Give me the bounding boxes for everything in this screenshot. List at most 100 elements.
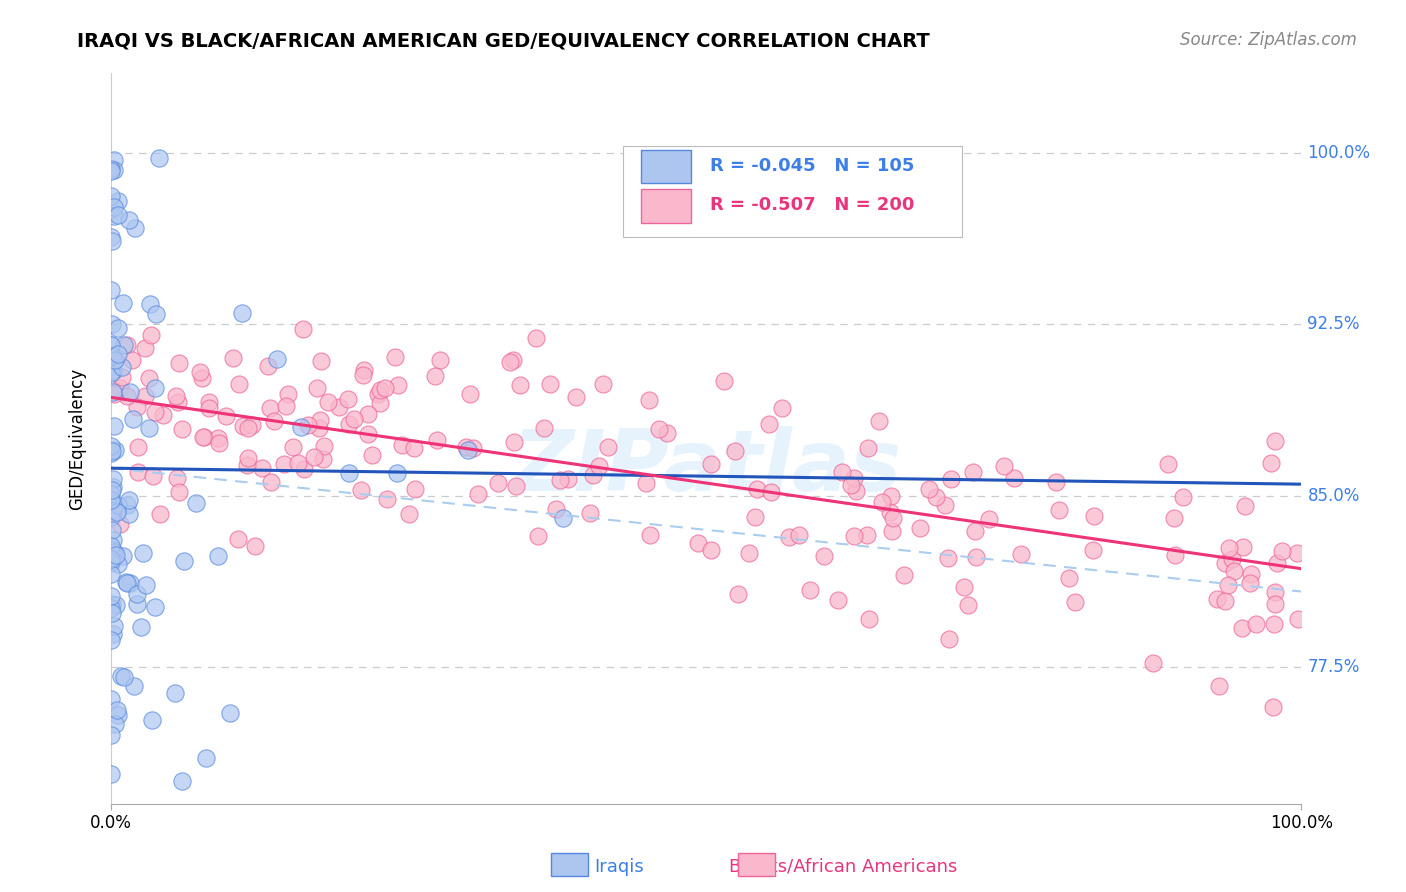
Point <box>235 458 257 472</box>
Point <box>110 517 132 532</box>
Point <box>404 482 426 496</box>
Point <box>700 458 723 472</box>
Point <box>502 435 524 450</box>
Point <box>101 384 124 399</box>
Point <box>880 524 903 539</box>
Point <box>582 467 605 482</box>
Point <box>918 482 941 496</box>
Point <box>145 307 167 321</box>
Point <box>312 452 335 467</box>
Point <box>357 407 380 421</box>
Point <box>250 461 273 475</box>
Text: R = -0.507   N = 200: R = -0.507 N = 200 <box>710 196 914 214</box>
Point <box>1244 616 1267 631</box>
Point <box>454 440 477 454</box>
Point <box>499 354 522 368</box>
Point <box>100 555 122 569</box>
Point <box>353 363 375 377</box>
Point <box>134 388 156 402</box>
Text: 85.0%: 85.0% <box>1308 487 1360 505</box>
Point <box>143 599 166 614</box>
Point <box>564 390 586 404</box>
Point <box>103 472 125 486</box>
Point <box>103 619 125 633</box>
Point <box>1271 544 1294 558</box>
Point <box>292 461 315 475</box>
FancyBboxPatch shape <box>641 150 690 184</box>
Point <box>218 706 240 720</box>
Point <box>100 540 122 554</box>
Point <box>104 442 127 457</box>
Point <box>1081 543 1104 558</box>
Point <box>107 208 129 222</box>
Point <box>1264 597 1286 611</box>
Point <box>100 338 122 352</box>
Point <box>100 283 122 297</box>
Point <box>107 347 129 361</box>
Point <box>387 377 409 392</box>
Point <box>259 401 281 415</box>
Point <box>111 370 134 384</box>
Point <box>260 475 283 489</box>
Text: GED/Equivalency: GED/Equivalency <box>69 368 86 509</box>
Text: Source: ZipAtlas.com: Source: ZipAtlas.com <box>1180 31 1357 49</box>
Point <box>148 151 170 165</box>
Point <box>1286 546 1309 560</box>
Point <box>1063 595 1085 609</box>
Point <box>426 433 449 447</box>
Point <box>100 552 122 566</box>
Point <box>1260 456 1282 470</box>
Point <box>215 409 238 424</box>
Point <box>111 549 134 564</box>
Point <box>110 669 132 683</box>
Point <box>112 671 135 685</box>
Point <box>103 626 125 640</box>
Point <box>138 370 160 384</box>
Point <box>100 766 122 780</box>
Point <box>103 419 125 434</box>
Point <box>533 421 555 435</box>
Point <box>845 484 868 499</box>
Text: 100.0%: 100.0% <box>1308 144 1371 162</box>
Point <box>276 399 298 413</box>
Point <box>101 364 124 378</box>
Point <box>191 371 214 385</box>
Text: Blacks/African Americans: Blacks/African Americans <box>730 858 957 876</box>
Point <box>699 542 721 557</box>
Point <box>1010 547 1032 561</box>
Point <box>100 366 122 380</box>
Point <box>277 387 299 401</box>
Point <box>107 321 129 335</box>
Point <box>127 465 149 479</box>
Point <box>1173 490 1195 504</box>
Point <box>938 632 960 646</box>
Point <box>100 600 122 615</box>
Point <box>1047 502 1070 516</box>
Point <box>337 392 360 406</box>
Point <box>579 506 602 520</box>
Point <box>107 557 129 571</box>
Point <box>855 528 877 542</box>
Point <box>404 441 426 455</box>
Point <box>486 475 509 490</box>
Point <box>266 351 288 366</box>
Point <box>115 389 138 403</box>
Point <box>314 439 336 453</box>
Point <box>965 524 987 539</box>
Point <box>1057 572 1080 586</box>
Point <box>423 368 446 383</box>
Point <box>100 202 122 217</box>
FancyBboxPatch shape <box>623 146 962 237</box>
Point <box>758 417 780 431</box>
Point <box>724 443 747 458</box>
Point <box>827 592 849 607</box>
Point <box>103 533 125 548</box>
Point <box>100 188 122 202</box>
Point <box>101 234 124 248</box>
Point <box>273 457 295 471</box>
Point <box>125 400 148 414</box>
Point <box>328 401 350 415</box>
Point <box>191 430 214 444</box>
Point <box>1239 576 1261 591</box>
Point <box>100 728 122 742</box>
